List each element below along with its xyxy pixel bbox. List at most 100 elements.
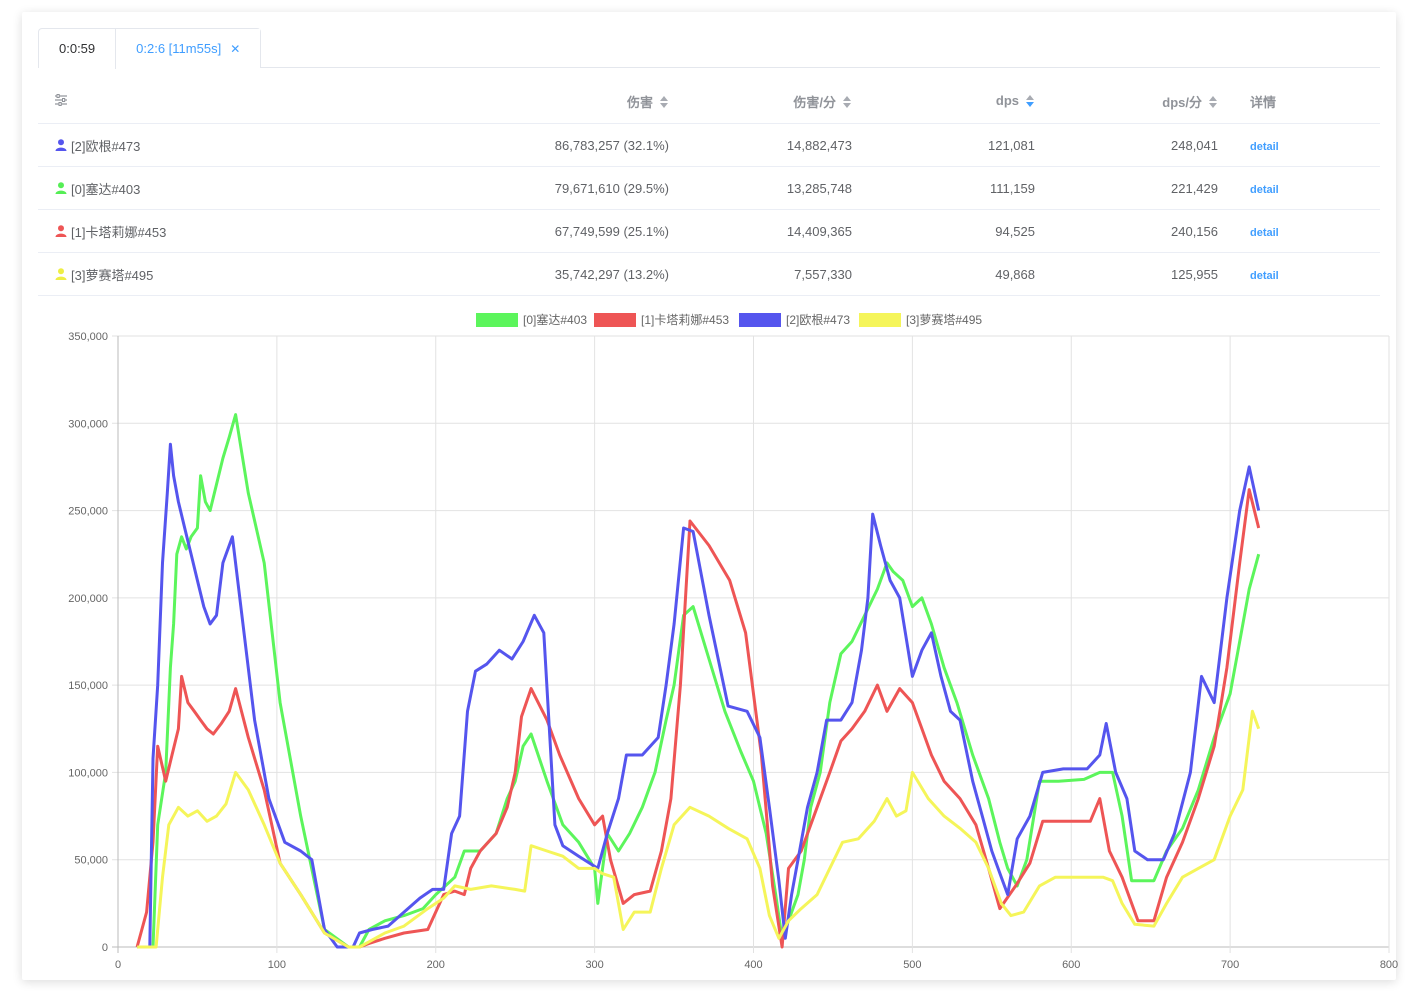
x-tick-label: 200 (427, 959, 445, 971)
legend-swatch (594, 313, 636, 327)
cell-damage-per-min: 13,285,748 (685, 166, 868, 210)
column-header-label: 伤害/分 (793, 94, 836, 110)
damage-table: 伤害 伤害/分 dps dps/分 详情 [2]欧根#473 86,783,257… (38, 79, 1380, 296)
tab-bar: 0:0:59 0:2:6 [11m55s] ✕ (38, 28, 1380, 69)
legend-label: [2]欧根#473 (786, 313, 850, 327)
column-header-label: dps/分 (1162, 94, 1202, 110)
x-tick-label: 100 (268, 959, 286, 971)
legend-swatch (859, 313, 901, 327)
legend-label: [3]萝赛塔#495 (906, 312, 982, 327)
legend-swatch (739, 313, 781, 327)
column-header-dps-per-min[interactable]: dps/分 (1051, 79, 1234, 124)
series-line (135, 488, 1261, 949)
detail-cell: detail (1234, 123, 1380, 167)
cell-dps: 111,159 (868, 166, 1051, 210)
player-info: [3]萝赛塔#495 (54, 265, 312, 284)
cell-damage: 86,783,257 (32.1%) (328, 123, 685, 167)
player-name: [2]欧根#473 (71, 138, 141, 154)
player-cell: [0]塞达#403 (38, 166, 328, 210)
cell-damage: 35,742,297 (13.2%) (328, 252, 685, 296)
cell-dps-per-min: 125,955 (1051, 252, 1234, 296)
series-line (137, 709, 1261, 949)
column-header-damage[interactable]: 伤害 (328, 79, 685, 124)
cell-dps-per-min: 248,041 (1051, 123, 1234, 167)
filter-icon[interactable] (54, 93, 68, 106)
user-icon (55, 182, 67, 194)
legend-label: [0]塞达#403 (523, 312, 587, 327)
cell-dps-per-min: 221,429 (1051, 166, 1234, 210)
column-header-damage-per-min[interactable]: 伤害/分 (685, 79, 868, 124)
player-cell: [1]卡塔莉娜#453 (38, 209, 328, 253)
player-name: [0]塞达#403 (71, 181, 141, 197)
sort-icon[interactable] (1025, 94, 1035, 109)
player-info: [1]卡塔莉娜#453 (54, 222, 312, 241)
y-tick-label: 250,000 (68, 506, 108, 518)
y-tick-label: 50,000 (74, 855, 108, 867)
player-info: [0]塞达#403 (54, 179, 312, 198)
column-header-label: 伤害 (626, 94, 653, 110)
detail-cell: detail (1234, 166, 1380, 210)
user-icon (55, 225, 67, 237)
x-tick-label: 600 (1062, 959, 1080, 971)
y-tick-label: 100,000 (68, 767, 108, 779)
y-tick-label: 200,000 (68, 593, 108, 605)
detail-link[interactable]: detail (1250, 269, 1279, 282)
sort-icon[interactable] (659, 96, 669, 110)
table-row: [0]塞达#403 79,671,610 (29.5%) 13,285,748 111… (38, 166, 1380, 210)
player-info: [2]欧根#473 (54, 136, 312, 155)
cell-dps: 49,868 (868, 252, 1051, 296)
cell-dps: 121,081 (868, 123, 1051, 167)
column-header-dps[interactable]: dps (868, 79, 1051, 124)
legend-swatch (476, 313, 518, 327)
dps-panel: 0:0:59 0:2:6 [11m55s] ✕ (22, 12, 1398, 980)
column-header-detail: 详情 (1234, 79, 1380, 124)
detail-cell: detail (1234, 209, 1380, 253)
tab-segment-2[interactable]: 0:2:6 [11m55s] ✕ (115, 29, 261, 69)
x-tick-label: 0 (115, 959, 121, 971)
cell-damage: 67,749,599 (25.1%) (328, 209, 685, 253)
sort-icon[interactable] (842, 96, 852, 110)
x-tick-label: 300 (585, 959, 603, 971)
detail-link[interactable]: detail (1250, 183, 1279, 196)
legend-label: [1]卡塔莉娜#453 (641, 313, 729, 327)
x-tick-label: 800 (1380, 959, 1398, 971)
cell-dps: 94,525 (868, 209, 1051, 253)
cell-damage: 79,671,610 (29.5%) (328, 166, 685, 210)
column-settings[interactable] (38, 79, 328, 124)
cell-damage-per-min: 7,557,330 (685, 252, 868, 296)
user-icon (55, 139, 67, 151)
player-cell: [2]欧根#473 (38, 123, 328, 167)
table-row: [2]欧根#473 86,783,257 (32.1%) 14,882,473 121… (38, 123, 1380, 167)
tab-label: 0:2:6 [11m55s] (136, 41, 222, 56)
table-row: [1]卡塔莉娜#453 67,749,599 (25.1%) 14,409,365 9… (38, 209, 1380, 253)
player-name: [1]卡塔莉娜#453 (71, 224, 167, 240)
y-tick-label: 0 (102, 942, 108, 954)
series-line (137, 413, 1261, 949)
detail-cell: detail (1234, 252, 1380, 296)
cell-damage-per-min: 14,882,473 (685, 123, 868, 167)
sort-icon[interactable] (1208, 96, 1218, 110)
y-tick-label: 350,000 (68, 331, 108, 343)
x-tick-label: 400 (744, 959, 762, 971)
x-tick-label: 700 (1221, 959, 1239, 971)
x-tick-label: 500 (903, 959, 921, 971)
tab-strip: 0:0:59 0:2:6 [11m55s] ✕ (38, 28, 262, 69)
close-icon[interactable]: ✕ (230, 42, 241, 56)
detail-link[interactable]: detail (1250, 140, 1279, 153)
column-header-label: 详情 (1250, 94, 1277, 110)
user-icon (55, 268, 67, 280)
player-name: [3]萝赛塔#495 (71, 267, 154, 283)
y-tick-label: 300,000 (68, 418, 108, 430)
cell-dps-per-min: 240,156 (1051, 209, 1234, 253)
series-line (137, 442, 1261, 949)
table-header-row: 伤害 伤害/分 dps dps/分 详情 (38, 79, 1380, 124)
detail-link[interactable]: detail (1250, 226, 1279, 239)
dps-line-chart: 0 50,000 100,000 150,000 200,000 250,000 300,0… (68, 312, 1398, 971)
tab-label: 0:0:59 (59, 40, 96, 56)
table-row: [3]萝赛塔#495 35,742,297 (13.2%) 7,557,330 49,… (38, 252, 1380, 296)
column-header-label: dps (995, 93, 1019, 109)
player-cell: [3]萝赛塔#495 (38, 252, 328, 296)
tab-segment-1[interactable]: 0:0:59 (39, 29, 115, 68)
cell-damage-per-min: 14,409,365 (685, 209, 868, 253)
y-tick-label: 150,000 (68, 680, 108, 692)
